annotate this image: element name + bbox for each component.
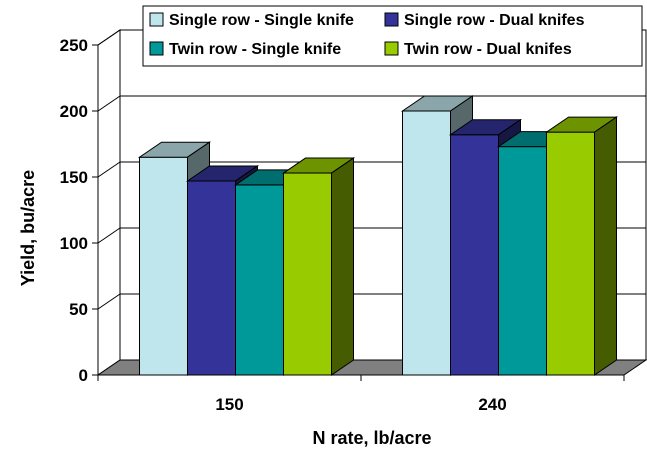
x-tick-labels: 150 240 bbox=[215, 395, 506, 414]
legend-item: Twin row - Single knife bbox=[149, 41, 341, 58]
bar-side bbox=[331, 157, 354, 376]
axes bbox=[92, 44, 625, 381]
y-tick-label: 200 bbox=[60, 102, 88, 121]
y-axis-title: Yield, bu/acre bbox=[18, 170, 38, 286]
legend-item: Single row - Single knife bbox=[149, 12, 354, 29]
legend-label: Single row - Dual knifes bbox=[404, 12, 585, 29]
bar-front bbox=[546, 131, 595, 376]
legend-label: Twin row - Dual knifes bbox=[404, 41, 572, 58]
bar-front bbox=[235, 184, 284, 376]
x-tick-label: 150 bbox=[215, 395, 243, 414]
x-tick-label: 240 bbox=[478, 395, 506, 414]
legend-swatch bbox=[384, 12, 399, 27]
y-tick-label: 0 bbox=[79, 366, 88, 385]
y-tick-label: 50 bbox=[69, 300, 88, 319]
bars bbox=[137, 95, 619, 376]
legend-item: Twin row - Dual knifes bbox=[384, 41, 572, 58]
legend-swatch bbox=[149, 12, 164, 27]
gridline-side bbox=[97, 293, 121, 310]
gridline-side bbox=[97, 29, 121, 46]
y-tick-label: 150 bbox=[60, 168, 88, 187]
y-tick-label: 100 bbox=[60, 234, 88, 253]
y-tick-label: 250 bbox=[60, 36, 88, 55]
legend-swatch bbox=[149, 41, 164, 56]
x-axis-title: N rate, lb/acre bbox=[312, 428, 431, 448]
legend-swatch bbox=[384, 41, 399, 56]
bar-side bbox=[594, 116, 617, 376]
legend-label: Twin row - Single knife bbox=[169, 41, 341, 58]
gridline-side bbox=[97, 161, 121, 178]
side-wall bbox=[97, 29, 121, 376]
bar-front bbox=[402, 110, 451, 376]
y-tick-labels: 0 50 100 150 200 250 bbox=[60, 36, 88, 385]
bar-front bbox=[450, 134, 499, 376]
gridline-side bbox=[97, 227, 121, 244]
bar-front bbox=[498, 146, 547, 376]
bar bbox=[281, 157, 356, 376]
legend-item: Single row - Dual knifes bbox=[384, 12, 585, 29]
gridline-side bbox=[97, 95, 121, 112]
bar bbox=[544, 116, 619, 376]
legend: Single row - Single knife Single row - Du… bbox=[142, 5, 643, 67]
legend-label: Single row - Single knife bbox=[169, 12, 354, 29]
bar-front bbox=[187, 180, 236, 376]
bar-front bbox=[139, 156, 188, 376]
bar-front bbox=[283, 172, 332, 376]
